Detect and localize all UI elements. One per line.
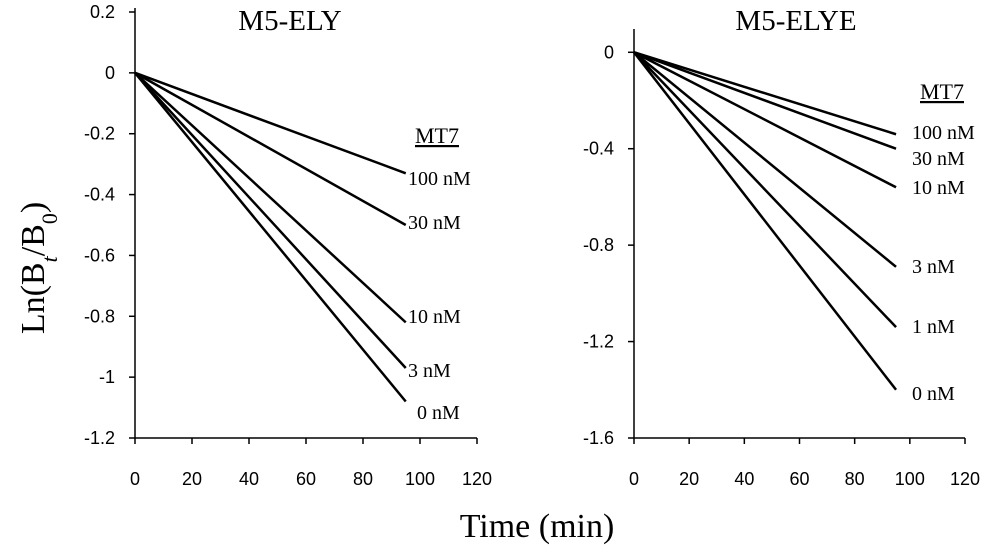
y-tick-label: -1 [99,367,115,387]
y-axis-label-sub-t: t [37,255,62,262]
x-tick-label: 0 [130,469,140,489]
x-tick-label: 120 [462,469,492,489]
series-label: 1 nM [912,316,955,338]
legend-title: MT7 [415,123,459,148]
y-axis-label-mid: /B [15,224,52,256]
series-line-0-nm [633,51,898,391]
series-label: 100 nM [912,122,975,144]
y-axis-label-sub-0: 0 [37,213,62,224]
y-axis-label-end: ) [15,202,52,213]
y-tick-label: -1.2 [583,332,614,352]
series-line-0-nm [134,72,407,403]
y-tick-label: -0.8 [583,235,614,255]
series-line-1-nm [633,51,897,328]
x-tick-label: 60 [296,469,316,489]
x-tick-label: 40 [239,469,259,489]
x-tick-label: 0 [629,469,639,489]
x-tick-label: 20 [679,469,699,489]
x-tick-label: 80 [353,469,373,489]
series-line-30-nm [134,71,407,227]
series-label: 10 nM [408,306,461,328]
y-tick-label: -0.4 [583,139,614,159]
series-label: 0 nM [912,383,955,405]
series-line-100-nm [134,71,407,175]
series-line-3-nm [134,72,407,369]
series-line-30-nm [633,51,897,150]
y-tick-label: -0.8 [84,306,115,326]
x-tick-label: 40 [734,469,754,489]
y-tick-label: 0 [604,42,614,62]
y-tick-label: -0.2 [84,124,115,144]
series-label: 3 nM [912,256,955,278]
chart-title: M5-ELYE [735,5,856,37]
series-label: 30 nM [912,148,965,170]
series-label: 10 nM [912,177,965,199]
series-line-10-nm [134,71,407,324]
x-tick-label: 60 [789,469,809,489]
chart-panel-m5-ely: M5-ELY 0.2 0 -0.2 -0.4 -0.6 -0.8 -1 -1.2 0 20 40 60 8… [84,2,492,489]
y-axis-label-main: Ln(B [15,262,52,334]
series-label: 0 nM [417,402,460,424]
chart-title: M5-ELY [238,5,341,37]
chart-panel-m5-elye: M5-ELYE 0 -0.4 -0.8 -1.2 -1.6 0 20 40 60 80 100 120 M… [583,5,980,489]
series-label: 3 nM [408,360,451,382]
y-tick-label: -0.4 [84,185,115,205]
x-axis-label: Time (min) [460,508,615,545]
y-tick-label: -1.2 [84,428,115,448]
y-tick-label: 0 [105,63,115,83]
x-tick-label: 120 [950,469,980,489]
series-line-10-nm [633,51,897,189]
x-tick-label: 100 [895,469,925,489]
y-axis-label: Ln(Bt/B0) [15,202,62,334]
x-tick-label: 100 [405,469,435,489]
y-tick-label: -1.6 [583,428,614,448]
x-tick-label: 20 [182,469,202,489]
series-label: 30 nM [408,212,461,234]
series-line-100-nm [633,51,897,136]
y-tick-label: 0.2 [90,2,115,22]
series-label: 100 nM [408,168,471,190]
legend-title: MT7 [920,79,964,104]
y-tick-label: -0.6 [84,245,115,265]
series-line-3-nm [633,51,897,268]
x-tick-label: 80 [845,469,865,489]
